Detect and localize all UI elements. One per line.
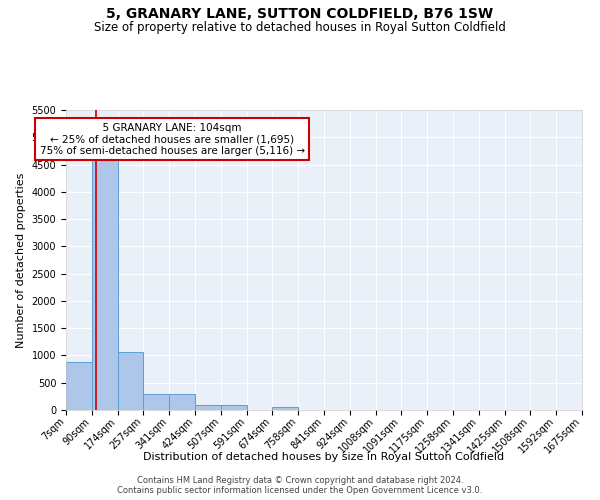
Text: Size of property relative to detached houses in Royal Sutton Coldfield: Size of property relative to detached ho… <box>94 21 506 34</box>
Y-axis label: Number of detached properties: Number of detached properties <box>16 172 26 348</box>
Text: Contains HM Land Registry data © Crown copyright and database right 2024.
Contai: Contains HM Land Registry data © Crown c… <box>118 476 482 495</box>
Bar <box>169 394 195 410</box>
Bar <box>118 352 143 410</box>
Bar <box>66 362 92 410</box>
Bar <box>143 394 169 410</box>
Bar <box>92 160 118 410</box>
Text: 5, GRANARY LANE, SUTTON COLDFIELD, B76 1SW: 5, GRANARY LANE, SUTTON COLDFIELD, B76 1… <box>106 8 494 22</box>
Bar <box>221 406 247 410</box>
Text: 5 GRANARY LANE: 104sqm  
← 25% of detached houses are smaller (1,695)
75% of sem: 5 GRANARY LANE: 104sqm ← 25% of detached… <box>40 122 305 156</box>
Bar <box>195 406 221 410</box>
Text: Distribution of detached houses by size in Royal Sutton Coldfield: Distribution of detached houses by size … <box>143 452 505 462</box>
Bar <box>272 407 298 410</box>
